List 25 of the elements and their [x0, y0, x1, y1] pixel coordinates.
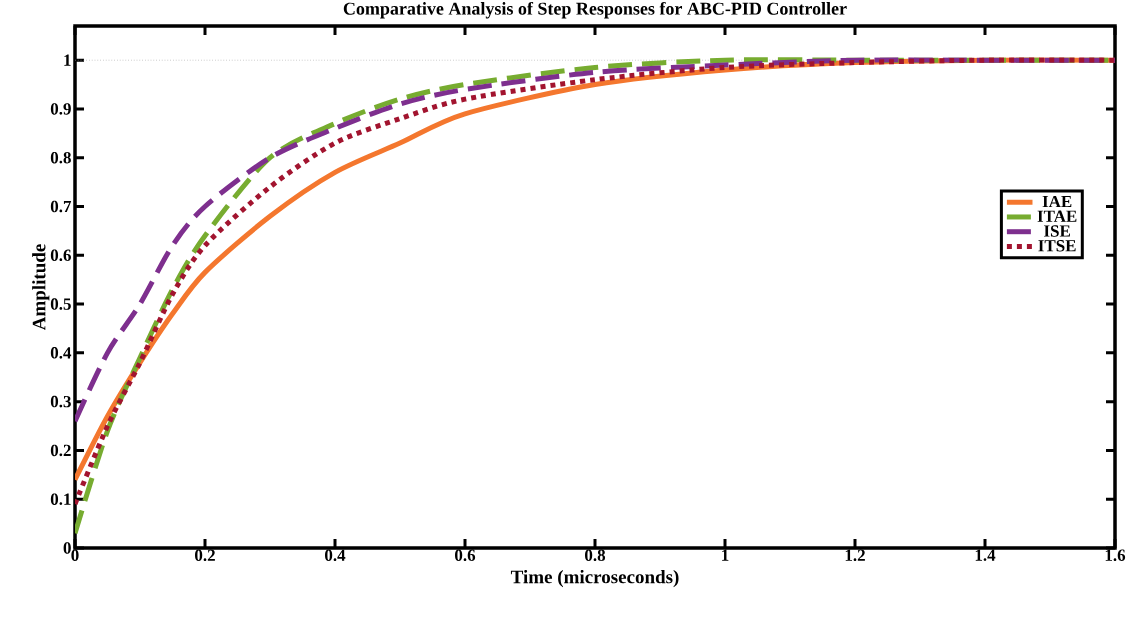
y-tick-label: 0.9 [50, 103, 71, 115]
y-tick-label: 0.2 [50, 444, 71, 457]
y-tick-label: 0.6 [50, 249, 71, 262]
x-tick-label: 1.6 [1105, 549, 1126, 562]
legend-label: ITAE [1037, 210, 1077, 222]
y-tick-label: 0.4 [50, 347, 72, 359]
x-tick-label: 0.4 [325, 549, 346, 562]
legend-label: ITSE [1038, 240, 1076, 252]
legend-label: IAE [1042, 195, 1072, 208]
x-tick-label: 1 [722, 549, 729, 561]
x-axis-title: Time (microseconds) [510, 569, 679, 588]
legend-label: ISE [1044, 225, 1070, 237]
y-tick-label: 0.8 [50, 151, 71, 164]
y-axis-title: Amplitude [32, 244, 50, 331]
x-tick-label: 1.4 [975, 549, 996, 561]
x-tick-label: 0.6 [455, 549, 476, 562]
chart-title: Comparative Analysis of Step Responses for ABC-PID Controller [343, 1, 847, 19]
y-tick-label: 0.7 [50, 200, 72, 213]
y-tick-label: 1 [64, 54, 71, 66]
y-tick-label: 0.5 [50, 298, 71, 310]
x-tick-label: 0.2 [195, 549, 215, 562]
y-tick-label: 0.3 [50, 395, 71, 408]
x-tick-label: 1.2 [845, 549, 865, 562]
x-tick-label: 0.8 [585, 549, 606, 562]
y-tick-label: 0.1 [50, 493, 71, 505]
